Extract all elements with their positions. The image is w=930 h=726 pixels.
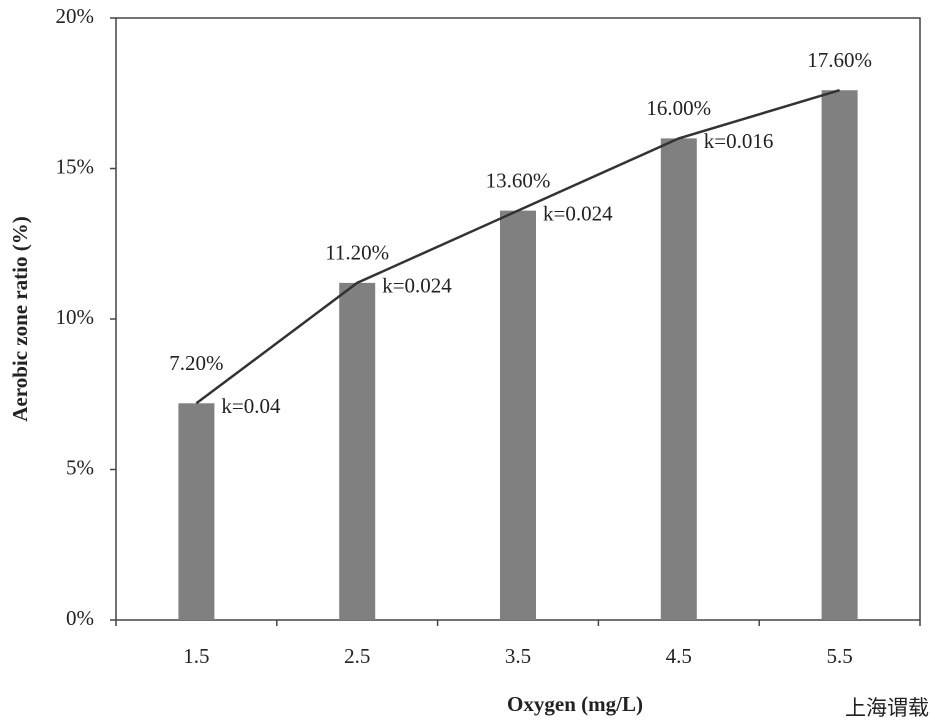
x-axis-label: Oxygen (mg/L) <box>507 692 643 716</box>
value-label: 16.00% <box>646 96 711 120</box>
y-axis-label: Aerobic zone ratio (%) <box>8 216 32 421</box>
x-tick-label: 3.5 <box>505 644 531 668</box>
bar <box>821 90 858 621</box>
value-label: 17.60% <box>807 48 872 72</box>
y-tick-label: 15% <box>56 154 95 178</box>
watermark: 上海谓载 <box>845 696 929 720</box>
y-tick-label: 0% <box>66 606 94 630</box>
slope-annotation: k=0.016 <box>704 129 774 153</box>
y-tick-label: 10% <box>56 305 95 329</box>
x-tick-label: 1.5 <box>183 644 209 668</box>
bar <box>339 282 376 620</box>
value-label: 13.60% <box>486 168 551 192</box>
x-tick-label: 5.5 <box>826 644 852 668</box>
value-label: 11.20% <box>325 241 389 265</box>
bar <box>178 403 215 620</box>
x-tick-label: 2.5 <box>344 644 370 668</box>
bar <box>500 210 536 620</box>
slope-annotation: k=0.04 <box>221 394 281 418</box>
bar <box>660 138 697 620</box>
y-tick-label: 5% <box>66 455 94 479</box>
slope-annotation: k=0.024 <box>382 274 452 298</box>
trend-line <box>195 89 840 405</box>
y-tick-label: 20% <box>56 4 95 28</box>
x-tick-label: 4.5 <box>666 644 692 668</box>
slope-annotation: k=0.024 <box>543 201 613 225</box>
value-label: 7.20% <box>169 351 223 375</box>
